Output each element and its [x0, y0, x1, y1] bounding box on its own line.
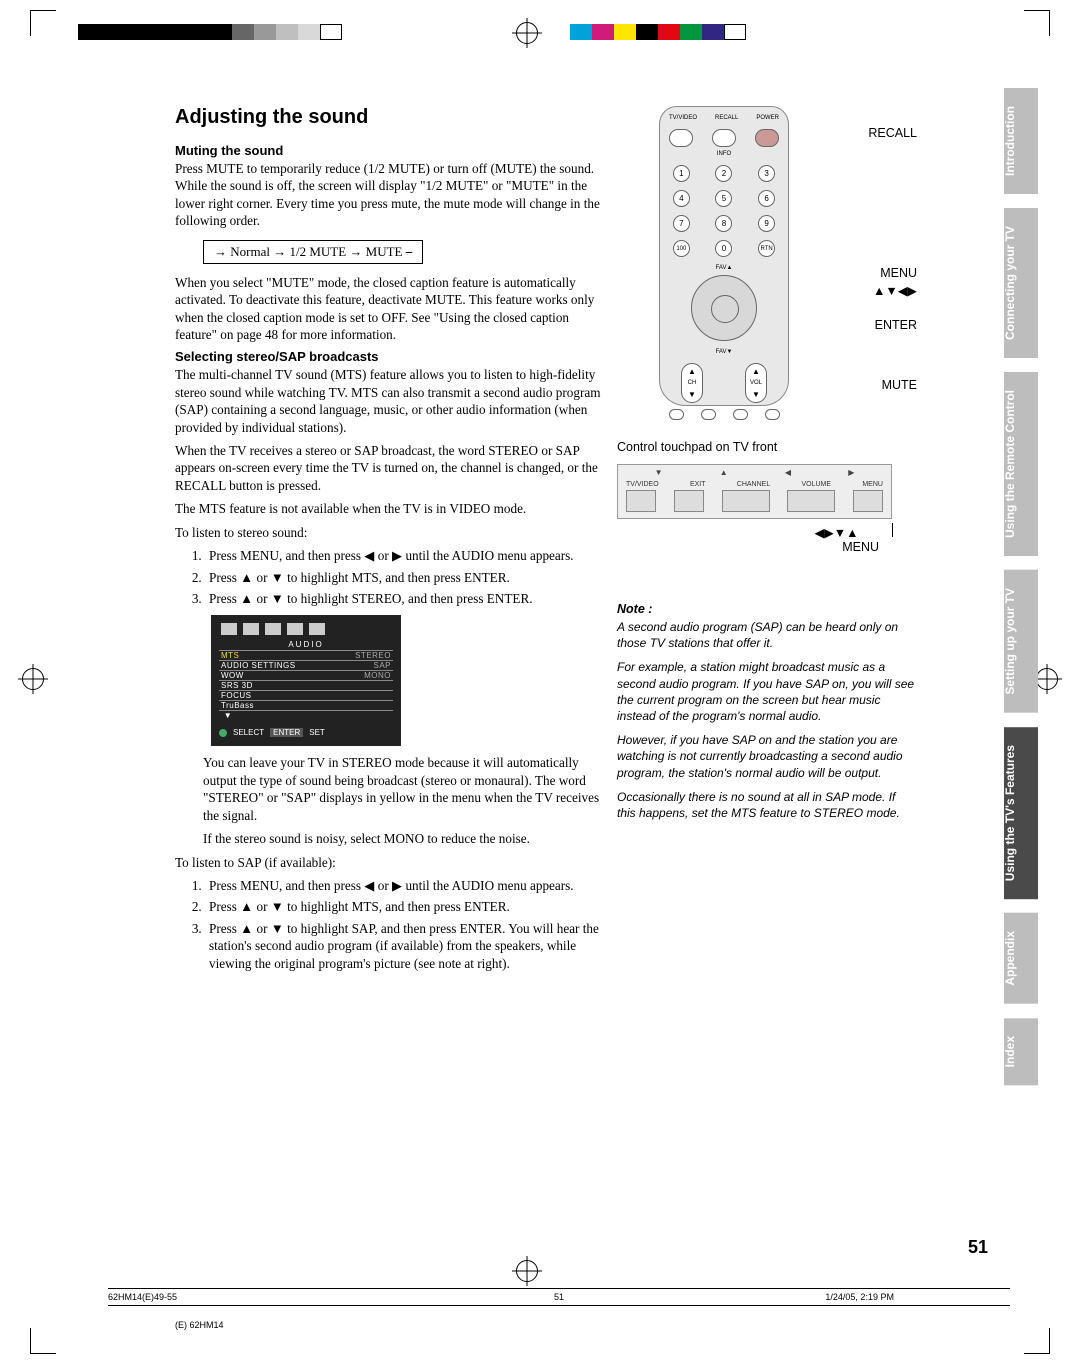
body-text: When you select "MUTE" mode, the closed …	[175, 274, 605, 344]
list-item: Press ▲ or ▼ to highlight STEREO, and th…	[205, 590, 605, 607]
osd-foot-label: ENTER	[270, 728, 303, 737]
callout-label: MENU	[880, 266, 917, 280]
page-number: 51	[968, 1237, 988, 1258]
step-list: Press MENU, and then press ◀ or ▶ until …	[175, 547, 605, 607]
remote-illustration: TV/VIDEORECALLPOWER INFO 123 456 789 100…	[659, 106, 789, 406]
side-tab: Appendix	[1004, 913, 1038, 1004]
list-item: Press ▲ or ▼ to highlight SAP, and then …	[205, 920, 605, 972]
callout-label: ENTER	[875, 318, 917, 332]
list-item: Press MENU, and then press ◀ or ▶ until …	[205, 877, 605, 894]
footer-date: 1/24/05, 2:19 PM	[709, 1292, 1010, 1302]
callout-label: RECALL	[868, 126, 917, 140]
body-text: The MTS feature is not available when th…	[175, 500, 605, 517]
note-text: Occasionally there is no sound at all in…	[617, 789, 917, 821]
body-text: To listen to SAP (if available):	[175, 854, 605, 871]
side-tab: Introduction	[1004, 88, 1038, 194]
registration-mark	[22, 668, 44, 690]
page-title: Adjusting the sound	[175, 106, 605, 129]
touchpad-illustration: ▼▲◀▶ TV/VIDEO EXIT CHANNEL VOLUME MENU	[617, 464, 892, 519]
footer-file: 62HM14(E)49-55	[108, 1292, 409, 1302]
section-heading: Selecting stereo/SAP broadcasts	[175, 349, 605, 364]
left-column: Adjusting the sound Muting the sound Pre…	[175, 106, 605, 978]
note-heading: Note :	[617, 602, 917, 616]
side-tab: Connecting your TV	[1004, 208, 1038, 358]
side-tab: Using the Remote Control	[1004, 372, 1038, 556]
crop-mark	[30, 10, 56, 36]
color-bar	[78, 24, 342, 40]
body-text: The multi-channel TV sound (MTS) feature…	[175, 366, 605, 436]
body-text: You can leave your TV in STEREO mode bec…	[203, 754, 605, 824]
side-tab: Using the TV's Features	[1004, 727, 1038, 899]
body-text: When the TV receives a stereo or SAP bro…	[175, 442, 605, 494]
footer-bar: 62HM14(E)49-55 51 1/24/05, 2:19 PM	[108, 1288, 1010, 1306]
note-text: However, if you have SAP on and the stat…	[617, 732, 917, 781]
section-heading: Muting the sound	[175, 143, 605, 158]
touchpad-label: VOLUME	[802, 481, 832, 488]
mute-cycle-box: → Normal → 1/2 MUTE → MUTE ⎯	[203, 240, 423, 264]
body-text: To listen to stereo sound:	[175, 524, 605, 541]
registration-mark	[1036, 668, 1058, 690]
crop-mark	[30, 1328, 56, 1354]
crop-mark	[1024, 10, 1050, 36]
body-text: Press MUTE to temporarily reduce (1/2 MU…	[175, 160, 605, 230]
callout-label: MUTE	[882, 378, 917, 392]
list-item: Press ▲ or ▼ to highlight MTS, and then …	[205, 898, 605, 915]
registration-mark	[516, 22, 538, 44]
body-text: If the stereo sound is noisy, select MON…	[203, 830, 605, 847]
registration-mark	[516, 1260, 538, 1282]
crop-mark	[1024, 1328, 1050, 1354]
note-text: For example, a station might broadcast m…	[617, 659, 917, 724]
touchpad-title: Control touchpad on TV front	[617, 440, 917, 454]
osd-title: AUDIO	[219, 639, 393, 650]
page-content: Adjusting the sound Muting the sound Pre…	[175, 106, 917, 978]
touchpad-label: TV/VIDEO	[626, 481, 659, 488]
list-item: Press MENU, and then press ◀ or ▶ until …	[205, 547, 605, 564]
right-column: TV/VIDEORECALLPOWER INFO 123 456 789 100…	[617, 106, 917, 829]
touchpad-menu-label: MENU	[617, 540, 893, 554]
side-tab: Setting up your TV	[1004, 570, 1038, 713]
callout-label: ▲▼◀▶	[873, 283, 917, 298]
color-bar	[570, 24, 746, 40]
side-tabs: Introduction Connecting your TV Using the …	[1004, 88, 1038, 1099]
osd-foot-label: SET	[309, 728, 325, 737]
doc-id: (E) 62HM14	[175, 1320, 224, 1330]
footer-page: 51	[409, 1292, 710, 1302]
osd-footer: SELECT ENTER SET	[219, 728, 393, 737]
note-text: A second audio program (SAP) can be hear…	[617, 619, 917, 651]
note-box: Note : A second audio program (SAP) can …	[617, 602, 917, 821]
touchpad-arrows: ◀▶▼▲	[815, 526, 859, 540]
touchpad-label: CHANNEL	[737, 481, 770, 488]
side-tab: Index	[1004, 1018, 1038, 1085]
osd-menu: AUDIO MTSSTEREOAUDIO SETTINGSSAPWOWMONOS…	[211, 615, 401, 746]
list-item: Press ▲ or ▼ to highlight MTS, and then …	[205, 569, 605, 586]
touchpad-label: EXIT	[690, 481, 706, 488]
osd-tab-icons	[219, 622, 393, 636]
osd-foot-label: SELECT	[233, 728, 264, 737]
step-list: Press MENU, and then press ◀ or ▶ until …	[175, 877, 605, 972]
touchpad-label: MENU	[862, 481, 883, 488]
